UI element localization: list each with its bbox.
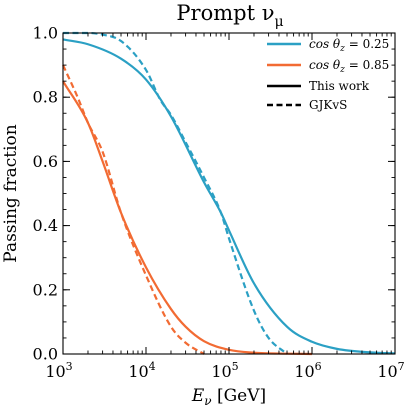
x-tick-label: 107 — [377, 360, 404, 381]
y-tick-label: 0.4 — [33, 216, 58, 235]
plot-frame — [62, 32, 396, 355]
x-tick-label: 105 — [211, 360, 238, 381]
x-axis: 103 104 105 106 107 — [45, 33, 405, 381]
y-tick-label: 0.6 — [33, 152, 58, 171]
x-tick-label: 106 — [294, 360, 321, 381]
x-axis-label: Eν [GeV] — [191, 386, 266, 408]
legend-label: This work — [309, 79, 370, 93]
y-axis: 0.0 0.2 0.4 0.6 0.8 1.0 — [33, 24, 395, 364]
series-line-2 — [63, 31, 288, 355]
x-tick-label: 103 — [45, 360, 72, 381]
legend-label: cos θz = 0.25 — [309, 37, 389, 54]
legend-label: cos θz = 0.85 — [309, 58, 389, 75]
series-line-3 — [62, 80, 313, 356]
chart-title: Prompt νμ — [176, 1, 283, 30]
series-line-4 — [61, 64, 205, 355]
plot-lines — [61, 31, 396, 356]
legend-label: GJKvS — [309, 98, 347, 112]
y-tick-label: 0.2 — [33, 280, 58, 299]
y-tick-label: 1.0 — [33, 24, 58, 43]
y-tick-label: 0.0 — [33, 345, 58, 364]
y-tick-label: 0.8 — [33, 88, 58, 107]
legend: cos θz = 0.25 cos θz = 0.85 This work GJKvS — [267, 37, 389, 112]
y-axis-label: Passing fraction — [1, 124, 21, 263]
x-tick-label: 104 — [128, 360, 155, 381]
